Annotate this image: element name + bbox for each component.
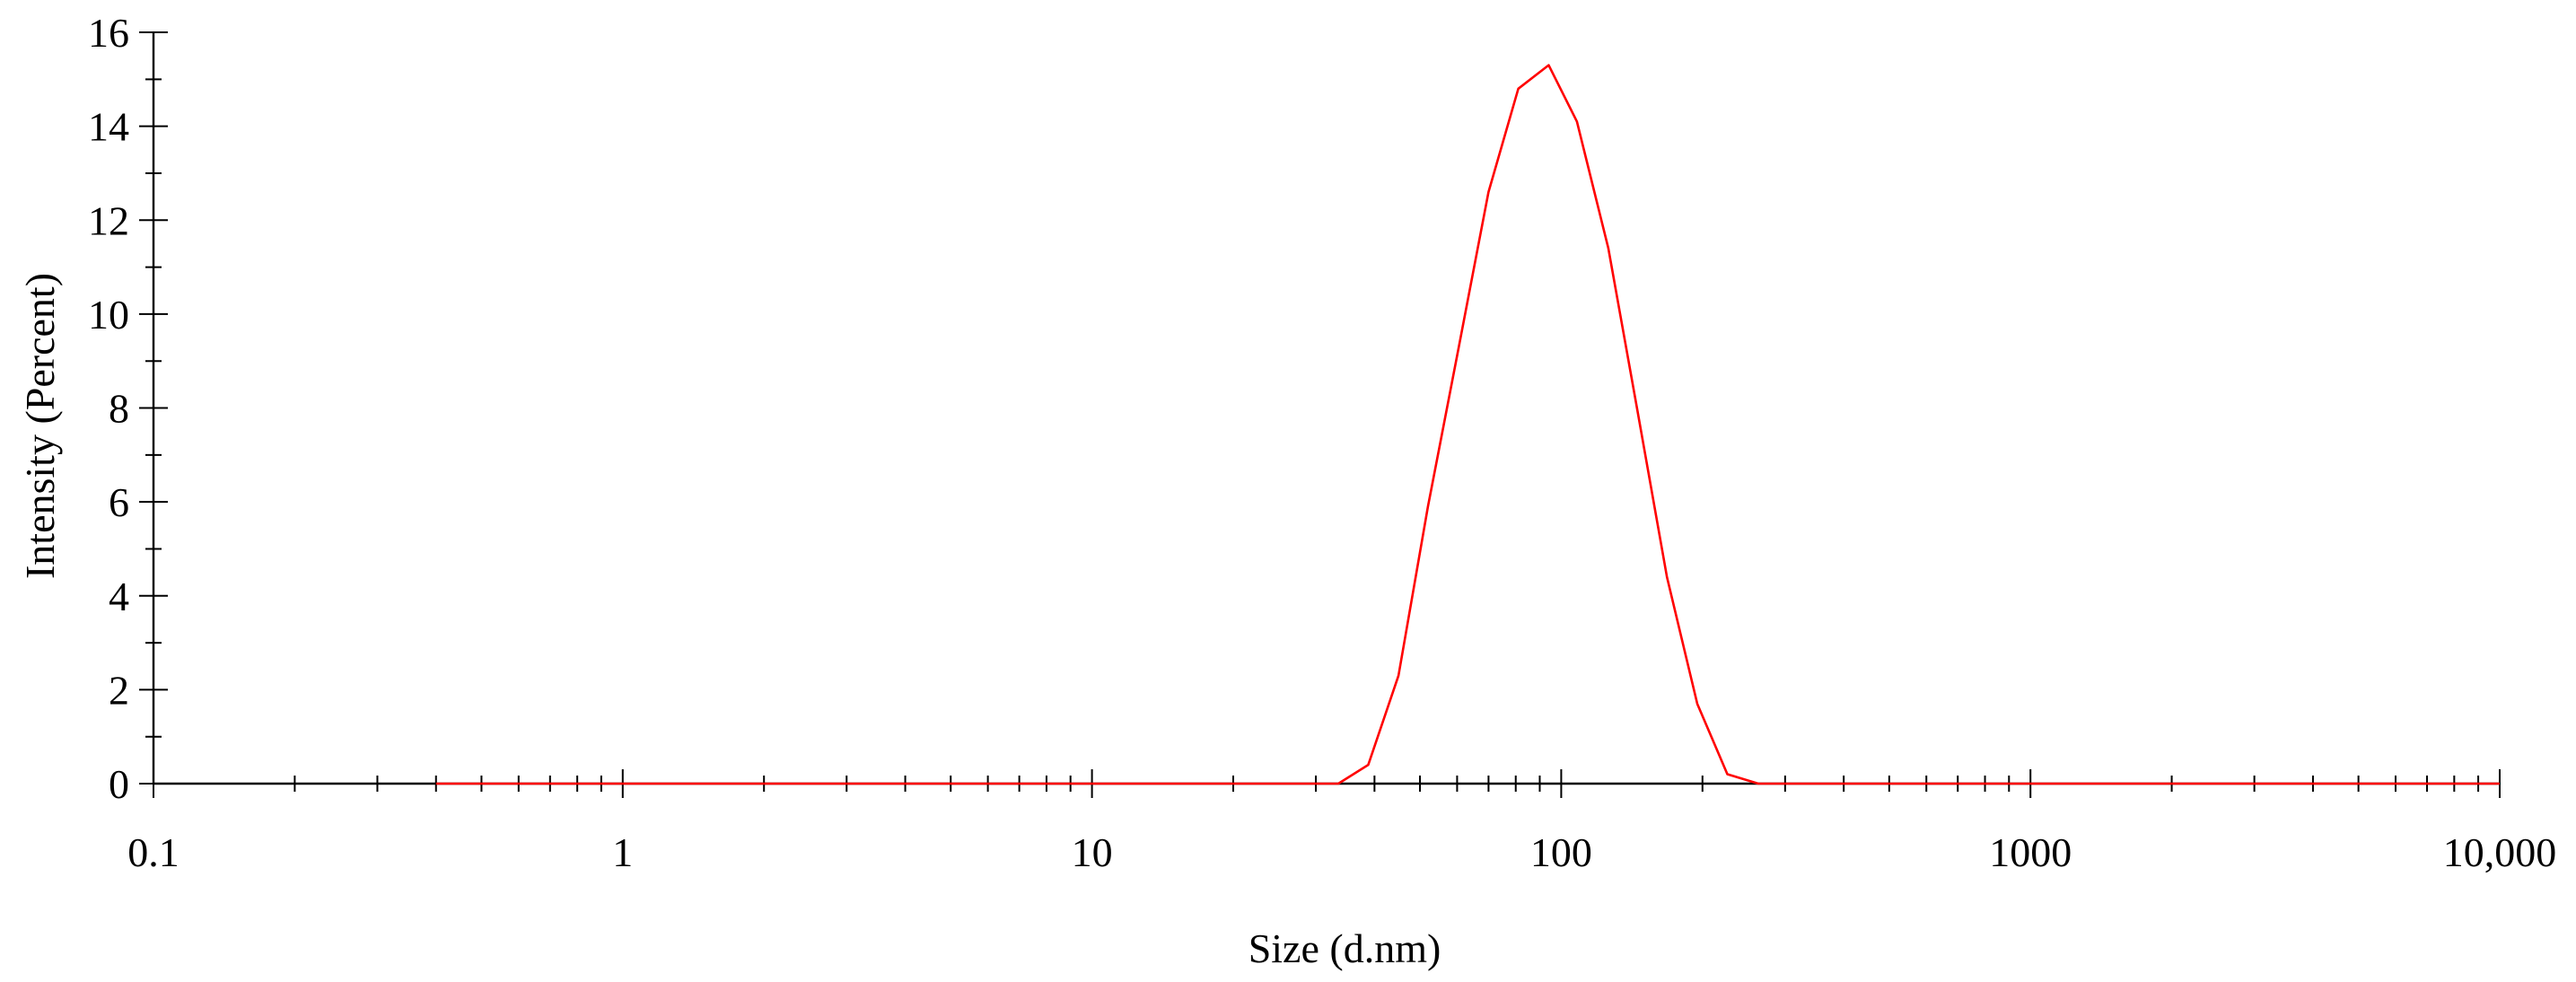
series-group [435, 64, 2500, 785]
y-axis-ticks: 0 2 4 6 8 10 12 14 16 [88, 10, 168, 807]
y-tick-label: 14 [88, 104, 129, 150]
x-tick-label: 1000 [1989, 829, 2072, 875]
y-tick-label: 12 [88, 197, 129, 243]
x-axis-title: Size (d.nm) [1249, 925, 1441, 971]
x-axis-ticks: 0.1 1 10 100 1000 10,000 [127, 769, 2556, 875]
y-axis-title: Intensity (Percent) [17, 273, 63, 579]
x-tick-label: 10,000 [2443, 829, 2557, 875]
y-tick-label: 8 [109, 386, 129, 432]
y-tick-label: 4 [109, 574, 129, 619]
x-tick-label: 10 [1072, 829, 1113, 875]
y-tick-label: 0 [109, 761, 129, 807]
x-tick-label: 1 [612, 829, 633, 875]
y-tick-label: 10 [88, 292, 129, 338]
series-line-0 [435, 64, 2500, 785]
y-tick-label: 16 [88, 10, 129, 56]
x-tick-label: 100 [1530, 829, 1592, 875]
x-tick-label: 0.1 [127, 829, 180, 875]
y-tick-label: 2 [109, 667, 129, 713]
y-tick-label: 6 [109, 479, 129, 525]
